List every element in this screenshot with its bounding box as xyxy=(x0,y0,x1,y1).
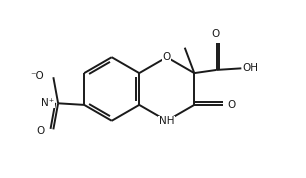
Text: ⁻O: ⁻O xyxy=(31,71,44,81)
Text: O: O xyxy=(212,29,220,39)
Text: N⁺: N⁺ xyxy=(41,98,54,108)
Text: NH: NH xyxy=(159,116,174,126)
Text: O: O xyxy=(228,100,236,110)
Text: OH: OH xyxy=(243,63,259,73)
Text: O: O xyxy=(36,126,44,136)
Text: O: O xyxy=(162,52,171,62)
